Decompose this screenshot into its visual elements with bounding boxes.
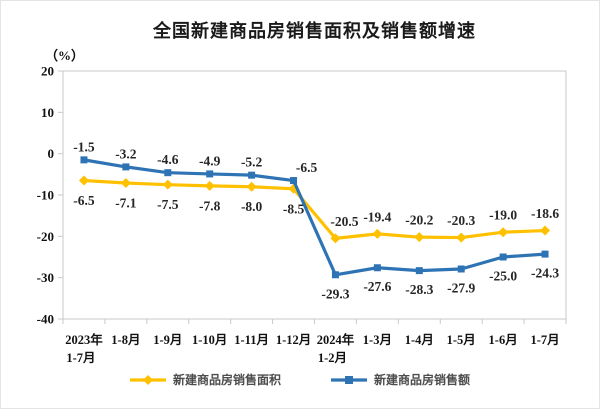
- data-point-marker: [246, 181, 257, 192]
- y-axis-label: -40: [37, 312, 54, 327]
- x-axis-label: 1-4月: [405, 333, 434, 347]
- data-point-label: -3.2: [115, 146, 137, 161]
- data-point-marker: [541, 250, 549, 258]
- data-point-marker: [415, 267, 423, 275]
- data-point-label: -28.3: [405, 282, 433, 297]
- legend-item-sales-amount: 新建商品房销售额: [331, 371, 470, 388]
- data-point-marker: [498, 227, 509, 238]
- data-point-marker: [414, 232, 425, 243]
- data-point-marker: [120, 178, 131, 189]
- y-axis-label: 20: [41, 64, 54, 79]
- data-point-marker: [122, 163, 130, 171]
- legend-item-sales-area: 新建商品房销售面积: [129, 371, 281, 388]
- x-axis-label: 2024年: [317, 332, 355, 347]
- data-point-label: -7.8: [199, 198, 221, 213]
- data-point-marker: [456, 232, 467, 243]
- data-point-label: -5.2: [241, 155, 263, 170]
- y-axis-label: -20: [37, 229, 54, 244]
- data-point-marker: [164, 169, 172, 177]
- data-point-label: -7.1: [115, 196, 137, 211]
- data-point-label: -27.9: [447, 280, 475, 295]
- x-axis-label: 1-8月: [111, 333, 140, 347]
- data-point-marker: [372, 228, 383, 239]
- x-axis-label: 1-12月: [276, 333, 311, 347]
- y-axis-label: -10: [37, 188, 54, 203]
- data-point-label: -8.5: [283, 201, 305, 216]
- data-point-marker: [206, 170, 214, 178]
- data-point-label: -7.5: [157, 197, 179, 212]
- data-point-label: -20.2: [405, 213, 433, 228]
- data-point-label: -6.5: [296, 160, 318, 175]
- x-axis-label: 1-7月: [66, 351, 95, 365]
- legend-line-square-icon: [331, 375, 367, 384]
- data-point-marker: [204, 180, 215, 191]
- y-axis-unit-label: （%）: [45, 48, 85, 63]
- data-point-label: -29.3: [321, 286, 349, 301]
- x-axis-label: 1-7月: [530, 333, 559, 347]
- data-point-label: -25.0: [489, 269, 517, 284]
- x-axis-label: 1-3月: [363, 333, 392, 347]
- y-axis-label: -30: [37, 270, 54, 285]
- y-axis-label: 10: [41, 105, 54, 120]
- data-point-label: -20.3: [447, 213, 475, 228]
- data-point-marker: [80, 156, 88, 164]
- legend-label-sales-amount: 新建商品房销售额: [374, 373, 471, 387]
- data-point-label: -4.9: [199, 153, 221, 168]
- data-point-marker: [330, 233, 341, 244]
- data-point-marker: [499, 253, 507, 261]
- chart-title: 全国新建商品房销售面积及销售额增速: [153, 21, 476, 41]
- y-axis-label: 0: [48, 146, 55, 161]
- data-point-marker: [290, 177, 298, 185]
- data-point-label: -18.6: [531, 206, 559, 221]
- data-point-marker: [540, 225, 551, 236]
- data-point-label: -27.6: [363, 279, 391, 294]
- legend-line-diamond-icon: [129, 374, 166, 385]
- data-point-marker: [457, 265, 465, 273]
- data-point-marker: [331, 271, 339, 279]
- x-axis-label: 1-10月: [192, 333, 227, 347]
- data-point-label: -8.0: [241, 199, 263, 214]
- legend-label-sales-area: 新建商品房销售面积: [172, 373, 281, 387]
- data-point-marker: [373, 264, 381, 272]
- series-line-sales-area: [83, 178, 546, 240]
- data-point-label: -19.4: [363, 209, 391, 224]
- x-axis-label: 1-9月: [153, 333, 182, 347]
- data-point-marker: [78, 175, 89, 186]
- data-point-label: -20.5: [330, 214, 358, 229]
- x-axis-label: 2023年: [65, 332, 103, 347]
- x-axis-label: 1-6月: [489, 333, 518, 347]
- data-point-label: -4.6: [157, 152, 179, 167]
- data-point-label: -19.0: [489, 208, 517, 223]
- chart-legend: 新建商品房销售面积 新建商品房销售额: [1, 371, 599, 388]
- data-point-label: -1.5: [73, 139, 95, 154]
- series-line-sales-amount: [83, 158, 546, 277]
- data-point-marker: [248, 171, 256, 179]
- x-axis-label: 1-2月: [318, 351, 347, 365]
- data-point-label: -6.5: [73, 193, 95, 208]
- data-point-label: -24.3: [531, 266, 559, 281]
- x-axis-label: 1-5月: [447, 333, 476, 347]
- x-axis-label: 1-11月: [234, 333, 269, 347]
- data-point-marker: [162, 179, 173, 190]
